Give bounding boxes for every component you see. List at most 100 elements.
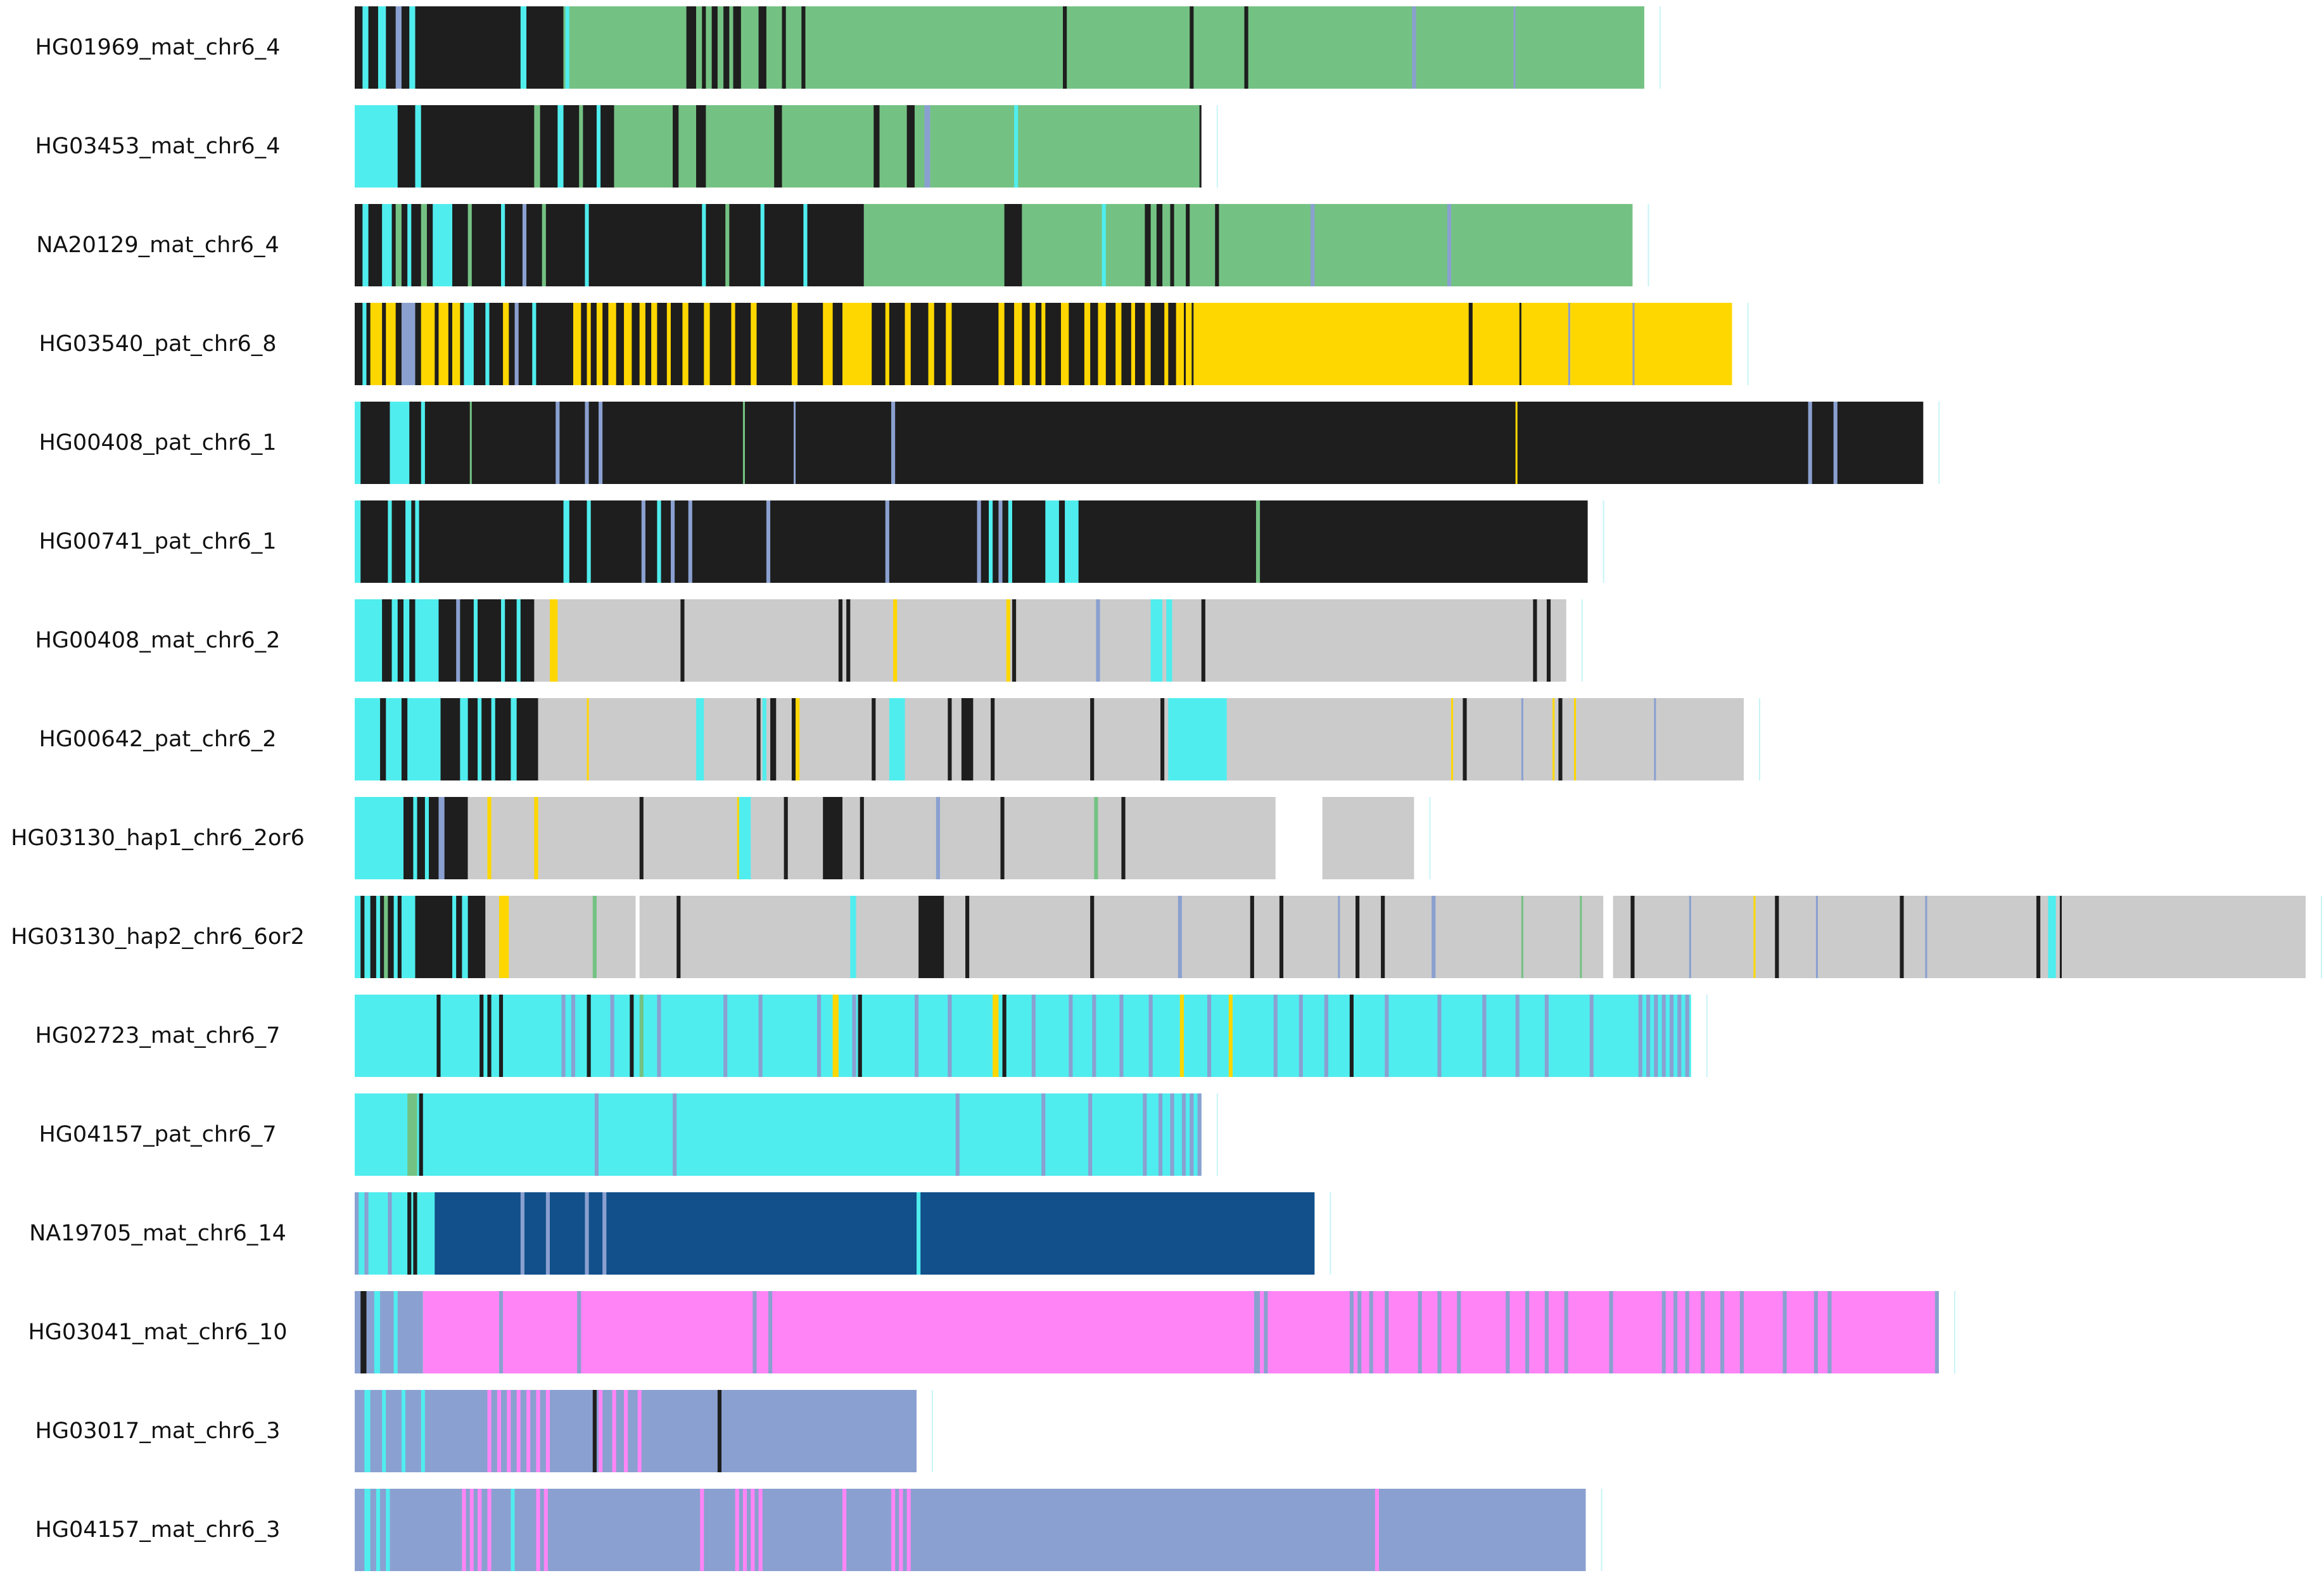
segment-cyan: [760, 204, 765, 286]
segment-magenta: [700, 1489, 704, 1571]
segment-periwinkle: [514, 303, 519, 385]
segment-periwinkle: [1544, 995, 1549, 1077]
track-end-marker: [1216, 1093, 1218, 1176]
segment-green: [639, 995, 644, 1077]
segment-yellow: [1014, 303, 1022, 385]
segment-cyan: [362, 204, 369, 286]
track-label: HG00741_pat_chr6_1: [39, 529, 276, 554]
segment-periwinkle: [1685, 1291, 1689, 1373]
segment-cyan: [355, 105, 398, 188]
segment-periwinkle: [641, 500, 645, 583]
track-bar: [355, 1390, 934, 1472]
segment-magenta: [842, 1489, 847, 1571]
segment-black: [1145, 204, 1151, 286]
segment-cyan: [362, 303, 367, 385]
segment-periwinkle: [1437, 1291, 1442, 1373]
segment-yellow: [666, 303, 671, 385]
track-bar: [355, 599, 1583, 682]
segment-cyan: [485, 303, 490, 385]
segment-cyan: [378, 6, 386, 89]
segment-yellow: [1515, 402, 1518, 484]
segment-black: [498, 995, 504, 1077]
segment-yellow: [791, 303, 798, 385]
track-bar: [355, 105, 1218, 188]
segment-periwinkle: [1311, 204, 1315, 286]
segment-black: [1156, 204, 1163, 286]
track-end-marker: [1601, 1489, 1603, 1571]
segment-cyan: [1166, 599, 1172, 682]
track-label: HG03130_hap2_chr6_6or2: [11, 924, 305, 950]
segment-periwinkle: [1677, 995, 1682, 1077]
segment-magenta: [599, 1390, 603, 1472]
track-end-marker: [1706, 995, 1708, 1077]
segment-periwinkle: [1654, 698, 1656, 780]
segment-periwinkle: [1544, 1291, 1549, 1373]
segment-periwinkle: [1833, 402, 1838, 484]
segment-yellow: [682, 303, 689, 385]
segment-yellow: [1006, 599, 1010, 682]
track-label: HG04157_pat_chr6_7: [39, 1122, 276, 1147]
track-bar: [355, 6, 1661, 89]
segment-black: [1063, 6, 1067, 89]
segment-yellow: [1060, 303, 1069, 385]
segment-periwinkle: [1720, 1291, 1725, 1373]
track-label: HG00408_pat_chr6_1: [39, 430, 276, 455]
track-bar: [355, 204, 1649, 286]
segment-magenta: [543, 1489, 548, 1571]
segment-cyan: [532, 303, 537, 385]
track-end-marker: [932, 1390, 934, 1472]
segment-black: [991, 698, 995, 780]
segment-periwinkle: [673, 1093, 677, 1176]
segment-black: [1279, 896, 1284, 978]
segment-cyan: [374, 1291, 381, 1373]
segment-cyan: [355, 402, 361, 484]
segment-cyan: [355, 500, 361, 583]
segment-cyan: [1168, 698, 1227, 780]
segment-periwinkle: [1808, 402, 1812, 484]
segment-yellow: [1098, 303, 1106, 385]
segment-black: [696, 105, 706, 188]
track-label: HG02723_mat_chr6_7: [35, 1023, 281, 1048]
segment-black: [360, 1291, 367, 1373]
segment-black: [1201, 599, 1205, 682]
segment-navy: [426, 1192, 1315, 1275]
segment-periwinkle: [355, 1489, 1586, 1571]
segment-periwinkle: [1207, 995, 1212, 1077]
segment-black: [1004, 204, 1022, 286]
track-bar: [355, 1093, 1218, 1176]
segment-cyan: [462, 896, 468, 978]
track-end-marker: [1648, 204, 1649, 286]
segment-black: [1170, 204, 1174, 286]
segment-cyan: [1150, 599, 1163, 682]
segment-yellow: [1228, 995, 1233, 1077]
segment-black: [702, 6, 706, 89]
segment-yellow: [796, 698, 800, 780]
segment-cyan: [460, 698, 468, 780]
segment-periwinkle: [1092, 995, 1096, 1077]
segment-periwinkle: [1661, 995, 1666, 1077]
segment-periwinkle: [1069, 995, 1073, 1077]
track-label: HG01969_mat_chr6_4: [35, 35, 281, 60]
segment-cyan: [501, 599, 505, 682]
segment-yellow: [498, 896, 509, 978]
segment-yellow: [550, 599, 558, 682]
segment-black: [1468, 303, 1473, 385]
segment-yellow: [608, 303, 616, 385]
segment-periwinkle: [1324, 995, 1328, 1077]
segment-yellow: [1084, 303, 1091, 385]
segment-periwinkle: [571, 995, 576, 1077]
segment-magenta: [536, 1390, 540, 1472]
segment-black: [1463, 698, 1467, 780]
segment-yellow: [503, 303, 509, 385]
segment-periwinkle: [1088, 1093, 1093, 1176]
segment-black: [823, 797, 842, 879]
segment-cyan: [386, 698, 402, 780]
segment-periwinkle: [1299, 995, 1303, 1077]
segment-periwinkle: [1349, 1291, 1354, 1373]
track-label: HG00642_pat_chr6_2: [39, 727, 276, 752]
segment-yellow: [651, 303, 657, 385]
segment-periwinkle: [556, 402, 560, 484]
segment-black: [1546, 599, 1551, 682]
segment-yellow: [370, 303, 383, 385]
segment-black: [1533, 599, 1537, 682]
